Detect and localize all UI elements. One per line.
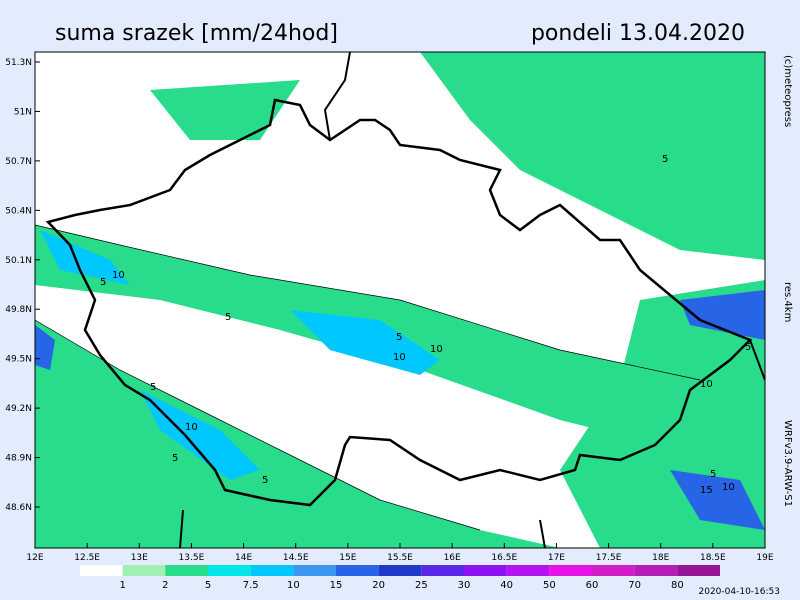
precip-field: [35, 52, 765, 548]
lat-label: 49.5N: [5, 355, 32, 365]
legend-swatch: [506, 565, 550, 576]
date: pondeli 13.04.2020: [531, 21, 745, 46]
lon-label: 17.5E: [596, 553, 622, 563]
precip-band: [420, 52, 765, 260]
map-area: 10 5 5 5 10 5 10 5 10 5 5 5 10 5 15 10: [34, 51, 766, 549]
title: suma srazek [mm/24hod]: [55, 21, 338, 46]
lat-label: 51N: [14, 107, 32, 117]
lon-label: 16E: [444, 553, 461, 563]
lat-label: 50.4N: [5, 206, 32, 216]
contour-label: 5: [262, 475, 268, 486]
precip-band: [150, 80, 300, 140]
legend-swatch: [592, 565, 635, 576]
legend-label: 15: [330, 580, 343, 591]
precip-core: [680, 290, 765, 340]
contour-label: 10: [430, 344, 443, 355]
lon-label: 12E: [26, 553, 43, 563]
legend-swatch: [250, 565, 294, 576]
border: [179, 52, 765, 548]
legend-label: 40: [500, 580, 513, 591]
lon-label: 18E: [652, 553, 669, 563]
lon-label: 14.5E: [283, 553, 309, 563]
axes: 51.3N 51N 50.7N 50.4N 50.1N 49.8N 49.5N 49.2N 48…: [5, 58, 774, 563]
lat-label: 49.8N: [5, 305, 32, 315]
legend-label: 1: [119, 580, 125, 591]
legend-swatch: [80, 565, 123, 576]
contour-label: 5: [172, 453, 178, 464]
legend-label: 10: [287, 580, 300, 591]
lon-label: 15E: [339, 553, 356, 563]
lat-label: 50.7N: [5, 157, 32, 167]
precip-band: [35, 320, 560, 548]
precip-core: [290, 310, 440, 375]
contour-label: 5: [225, 312, 231, 323]
legend-swatch: [122, 565, 166, 576]
contour-label: 5: [150, 382, 156, 393]
model: WRFv3.9-ARW-S1: [782, 420, 793, 507]
contour-label: 5: [710, 469, 716, 480]
legend-label: 80: [671, 580, 684, 591]
legend-swatch: [549, 565, 592, 576]
contour-label: 5: [100, 277, 106, 288]
lat-label: 48.9N: [5, 454, 32, 464]
legend-swatch: [208, 565, 251, 576]
contour-label: 10: [393, 352, 406, 363]
copyright: (c)meteopress: [782, 55, 793, 127]
legend-label: 50: [543, 580, 556, 591]
timestamp: 2020-04-10-16:53: [699, 587, 781, 597]
lon-label: 16.5E: [491, 553, 517, 563]
contour-label: 10: [700, 379, 713, 390]
lat-label: 50.1N: [5, 256, 32, 266]
contour-label: 10: [112, 270, 125, 281]
lon-label: 19E: [756, 553, 773, 563]
contour-label: 10: [722, 482, 735, 493]
legend-label: 5: [205, 580, 211, 591]
resolution: res.4km: [782, 282, 793, 322]
legend-label: 60: [586, 580, 599, 591]
legend-swatch: [165, 565, 208, 576]
lat-label: 51.3N: [5, 58, 32, 68]
legend-swatch: [677, 565, 720, 576]
lon-label: 18.5E: [700, 553, 726, 563]
lat-label: 48.6N: [5, 503, 32, 513]
legend-label: 30: [458, 580, 471, 591]
lon-label: 15.5E: [387, 553, 413, 563]
lon-label: 12.5E: [74, 553, 100, 563]
lat-label: 49.2N: [5, 404, 32, 414]
legend: 1 2 5 7.5 10 15 20 25 30 40 50 60 70 80: [80, 565, 720, 591]
legend-swatch: [336, 565, 379, 576]
lon-label: 14E: [235, 553, 252, 563]
lon-label: 13E: [131, 553, 148, 563]
legend-swatch: [378, 565, 422, 576]
contour-label: 10: [185, 422, 198, 433]
legend-label: 25: [415, 580, 428, 591]
legend-label: 20: [372, 580, 385, 591]
contour-label: 15: [700, 485, 713, 496]
legend-label: 2: [162, 580, 168, 591]
legend-swatch: [293, 565, 336, 576]
contour-label: 5: [745, 342, 751, 353]
country-border: [45, 98, 753, 507]
lon-label: 13.5E: [179, 553, 205, 563]
precip-core: [670, 470, 765, 530]
lon-label: 17E: [548, 553, 565, 563]
legend-swatch: [464, 565, 507, 576]
contour-label: 5: [662, 154, 668, 165]
legend-label: 70: [628, 580, 641, 591]
contour: [35, 224, 701, 381]
legend-swatch: [421, 565, 464, 576]
contour-label: 5: [396, 332, 402, 343]
legend-label: 7.5: [243, 580, 259, 591]
legend-swatch: [634, 565, 678, 576]
precip-core: [40, 230, 130, 285]
precip-core: [140, 390, 260, 480]
